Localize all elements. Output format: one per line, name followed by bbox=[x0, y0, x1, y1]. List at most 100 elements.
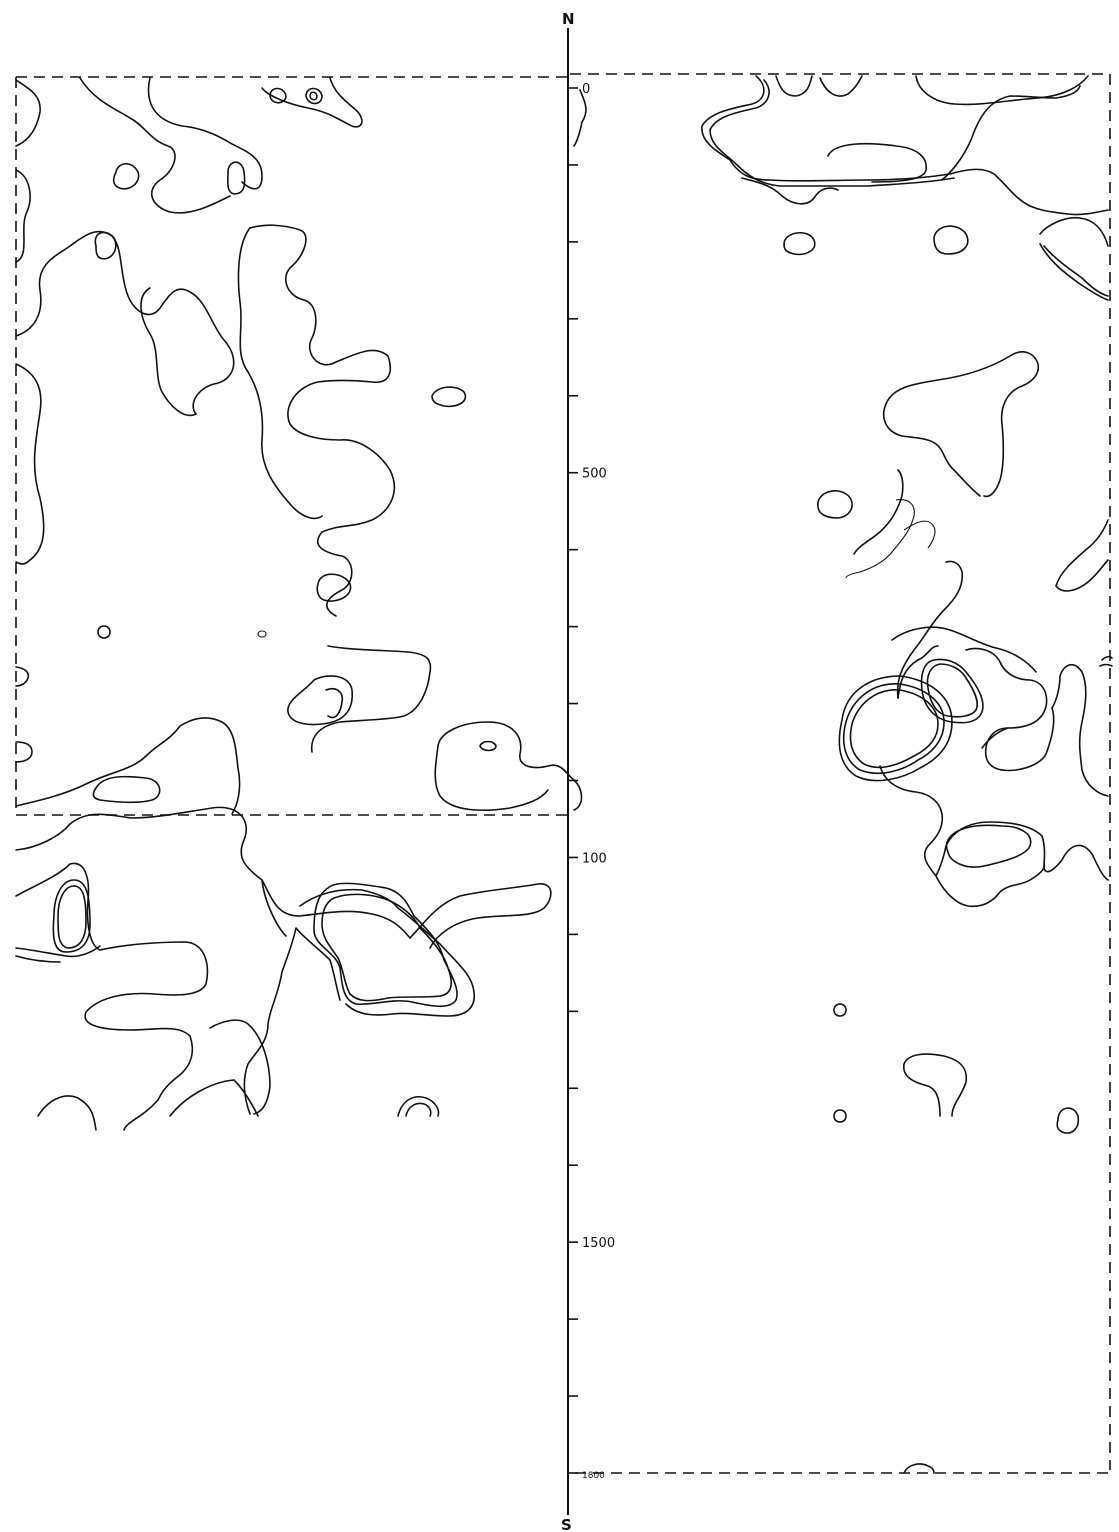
contour-line bbox=[981, 727, 1009, 749]
contour-line bbox=[15, 169, 31, 263]
contour-line bbox=[57, 885, 87, 949]
baseline-axis: N S 0 500 100 1500 1800 bbox=[561, 10, 615, 1532]
contour-line bbox=[1056, 1107, 1080, 1134]
contour-line bbox=[819, 75, 863, 97]
south-label: S bbox=[561, 1516, 572, 1532]
contour-line bbox=[226, 161, 246, 195]
contour-line bbox=[845, 499, 915, 579]
contour-line bbox=[261, 77, 363, 128]
west-survey-boundary bbox=[15, 76, 570, 816]
contour-line bbox=[833, 1109, 847, 1123]
contour-line bbox=[52, 879, 91, 953]
contour-line bbox=[853, 469, 904, 555]
contour-line bbox=[1055, 559, 1109, 592]
contour-line bbox=[879, 765, 944, 877]
contour-line bbox=[299, 888, 475, 1017]
contour-line bbox=[269, 87, 287, 104]
contour-line bbox=[885, 351, 1040, 498]
contour-line bbox=[783, 232, 816, 256]
contour-line bbox=[37, 1095, 97, 1131]
contour-line bbox=[313, 882, 458, 1008]
contour-line bbox=[15, 79, 41, 147]
contour-line bbox=[709, 79, 955, 187]
contour-line bbox=[257, 630, 267, 638]
contour-line bbox=[15, 717, 241, 815]
contour-line bbox=[321, 893, 453, 1002]
contour-line bbox=[243, 927, 341, 1115]
contour-line bbox=[310, 645, 432, 753]
contour-line bbox=[249, 224, 396, 617]
contour-line bbox=[15, 806, 411, 939]
contour-line bbox=[169, 1079, 259, 1117]
west-block-contours bbox=[15, 77, 583, 1131]
contour-line bbox=[842, 683, 945, 774]
contour-line bbox=[261, 879, 287, 937]
contour-line bbox=[926, 663, 979, 718]
contour-line bbox=[833, 1003, 847, 1017]
contour-line bbox=[903, 1063, 941, 1117]
contour-line bbox=[849, 689, 939, 769]
contour-line bbox=[915, 75, 1089, 106]
contour-line bbox=[97, 625, 111, 639]
contour-line bbox=[896, 560, 964, 699]
contour-line bbox=[827, 142, 927, 183]
baseline-tick-label: 1500 bbox=[582, 1236, 615, 1251]
contour-line bbox=[409, 883, 552, 949]
contour-line bbox=[147, 77, 263, 190]
contour-line bbox=[15, 955, 61, 963]
contour-line bbox=[838, 675, 953, 782]
contour-line bbox=[1099, 655, 1113, 667]
contour-line bbox=[935, 821, 1109, 881]
baseline-ticks: 0 500 100 1500 1800 bbox=[568, 82, 615, 1481]
contour-line bbox=[15, 862, 209, 1131]
contour-line bbox=[112, 162, 140, 190]
contour-line bbox=[965, 647, 1055, 772]
contour-line bbox=[316, 573, 352, 602]
contour-line bbox=[1051, 664, 1109, 797]
contour-line bbox=[15, 363, 45, 565]
east-block-contours bbox=[573, 75, 1113, 1474]
contour-line bbox=[741, 177, 839, 205]
contour-line bbox=[437, 721, 583, 811]
contour-line bbox=[15, 945, 101, 958]
contour-line bbox=[1039, 216, 1109, 247]
east-survey-boundary bbox=[570, 73, 1111, 1474]
contour-line bbox=[573, 89, 587, 147]
contour-line bbox=[903, 520, 936, 549]
contour-line bbox=[92, 775, 161, 804]
contour-line bbox=[903, 1463, 935, 1474]
contour-line bbox=[935, 863, 1046, 908]
baseline-tick-label: 0 bbox=[582, 82, 590, 97]
contour-line bbox=[1043, 245, 1109, 297]
contour-line bbox=[405, 1102, 432, 1117]
contour-line bbox=[94, 231, 117, 260]
survey-boundaries bbox=[15, 73, 1111, 1474]
contour-line bbox=[287, 675, 353, 726]
north-label: N bbox=[562, 10, 575, 28]
contour-line bbox=[817, 490, 853, 519]
contour-line bbox=[920, 658, 984, 724]
contour-line bbox=[1055, 519, 1109, 587]
baseline-tick-label: 500 bbox=[582, 467, 607, 482]
contour-line bbox=[891, 626, 1037, 673]
contour-line bbox=[882, 403, 981, 497]
contour-line bbox=[941, 85, 1081, 181]
contour-line bbox=[479, 740, 497, 752]
contour-line bbox=[434, 745, 549, 812]
baseline-tick-label: 100 bbox=[582, 851, 607, 866]
contour-line bbox=[397, 1096, 440, 1117]
contour-line bbox=[775, 75, 813, 97]
contour-line bbox=[701, 75, 951, 182]
contour-line bbox=[15, 741, 33, 763]
contour-line bbox=[209, 1019, 271, 1115]
contour-line bbox=[945, 824, 1032, 868]
contour-line bbox=[15, 666, 30, 687]
contour-line bbox=[949, 168, 1109, 216]
contour-line bbox=[15, 230, 235, 415]
contour-line bbox=[305, 87, 323, 105]
contour-line bbox=[140, 287, 197, 417]
contour-line bbox=[79, 77, 231, 214]
contour-line bbox=[903, 1053, 968, 1117]
contour-line bbox=[325, 687, 344, 719]
